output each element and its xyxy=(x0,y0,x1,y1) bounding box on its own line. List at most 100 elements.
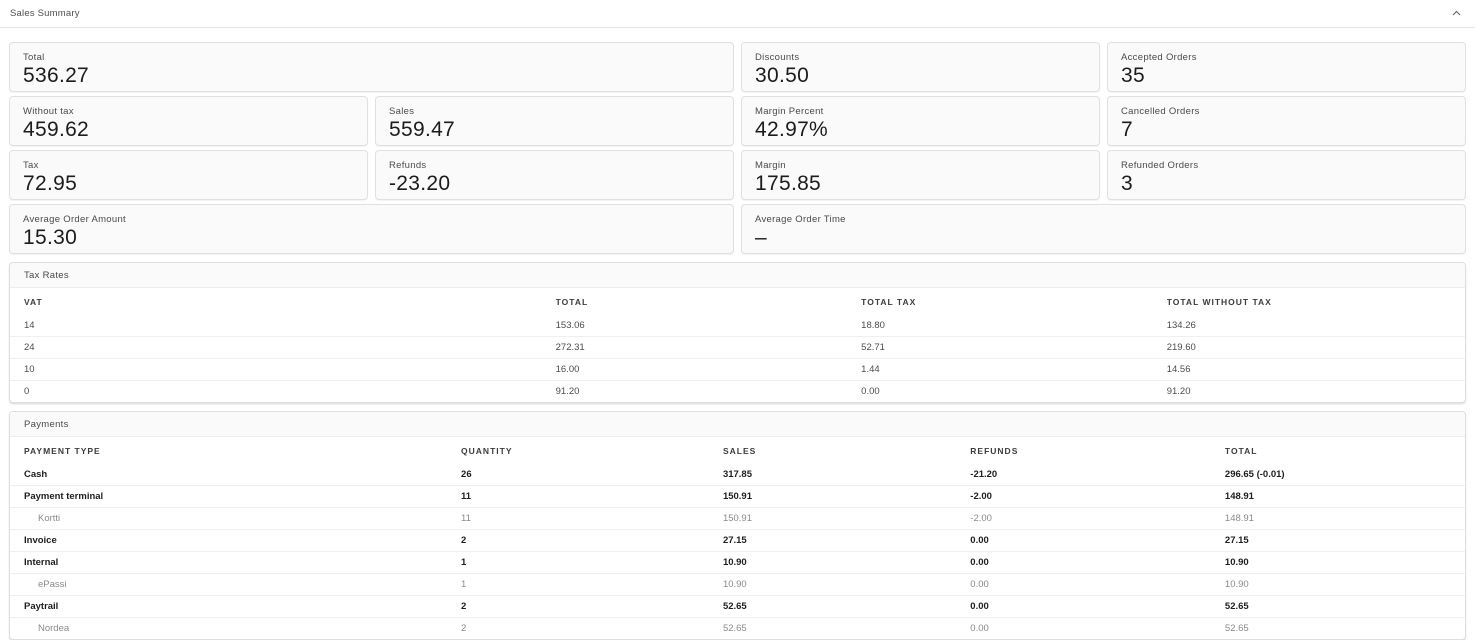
total-cell: 272.31 xyxy=(555,342,585,353)
quantity-cell: 26 xyxy=(461,469,472,480)
stat-card: Total 536.27 xyxy=(9,42,734,92)
vat-cell: 0 xyxy=(24,386,30,397)
stat-card: Sales 559.47 xyxy=(375,96,734,146)
quantity-cell: 1 xyxy=(461,579,467,590)
tax-rates-title: Tax Rates xyxy=(10,263,1465,288)
sales-cell: 10.90 xyxy=(722,557,747,568)
payment-type-cell: Internal xyxy=(24,557,59,568)
stat-card: Margin 175.85 xyxy=(741,150,1100,200)
stat-label: Margin Percent xyxy=(755,106,824,117)
stat-value: 7 xyxy=(1121,118,1133,141)
payment-type-cell: Kortti xyxy=(38,513,61,524)
total-cell: 91.20 xyxy=(555,386,580,397)
vat-cell: 24 xyxy=(24,342,35,353)
total-cell: 148.91 xyxy=(1224,513,1254,524)
quantity-cell: 11 xyxy=(461,513,471,524)
stat-label: Sales xyxy=(389,106,415,117)
vat-cell: 14 xyxy=(24,320,35,331)
stat-card: Refunds -23.20 xyxy=(375,150,734,200)
payments-section: Payments PAYMENT TYPE QUANTITY SALES REF… xyxy=(9,411,1466,640)
column-header-total: TOTAL xyxy=(555,297,589,307)
sales-summary-content: Total 536.27 Discounts 30.50 Accepted Or… xyxy=(0,28,1475,640)
tax-rates-section: Tax Rates VAT TOTAL TOTAL TAX TOTAL WITH… xyxy=(9,262,1466,403)
quantity-cell: 1 xyxy=(461,557,467,568)
refunds-cell: -21.20 xyxy=(970,469,998,480)
sales-cell: 52.65 xyxy=(722,623,747,634)
refunds-cell: 0.00 xyxy=(970,535,989,546)
payments-table: PAYMENT TYPE QUANTITY SALES REFUNDS TOTA… xyxy=(10,437,1465,639)
page-title: Sales Summary xyxy=(10,7,80,19)
quantity-cell: 2 xyxy=(461,623,467,634)
stat-label: Margin xyxy=(755,160,786,171)
payment-row: Cash 26 317.85 -21.20 296.65 (-0.01) xyxy=(10,464,1465,486)
stat-value: 72.95 xyxy=(23,172,78,195)
payment-type-cell: Payment terminal xyxy=(24,491,104,502)
column-header-total-tax: TOTAL TAX xyxy=(861,297,917,307)
refunds-cell: -2.00 xyxy=(970,491,992,502)
stat-value: 175.85 xyxy=(755,172,822,195)
total-without-tax-cell: 219.60 xyxy=(1166,342,1196,353)
total-cell: 153.06 xyxy=(555,320,585,331)
stat-value: 559.47 xyxy=(389,118,456,141)
payment-row: Internal 1 10.90 0.00 10.90 xyxy=(10,551,1465,574)
page-header: Sales Summary xyxy=(0,0,1475,28)
collapse-section-button[interactable] xyxy=(1449,6,1463,20)
total-tax-cell: 18.80 xyxy=(861,320,885,331)
stat-card: Cancelled Orders 7 xyxy=(1107,96,1466,146)
stat-card: Margin Percent 42.97% xyxy=(741,96,1100,146)
payment-row: Invoice 2 27.15 0.00 27.15 xyxy=(10,529,1465,552)
sales-cell: 150.91 xyxy=(722,513,752,524)
quantity-cell: 11 xyxy=(461,491,472,502)
column-header-total: TOTAL xyxy=(1224,446,1258,456)
stat-card: Discounts 30.50 xyxy=(741,42,1100,92)
total-cell: 52.65 xyxy=(1224,623,1249,634)
stat-label: Accepted Orders xyxy=(1121,52,1197,63)
stat-card: Accepted Orders 35 xyxy=(1107,42,1466,92)
tax-rate-row: 24 272.31 52.71 219.60 xyxy=(10,336,1465,359)
tax-rate-row: 14 153.06 18.80 134.26 xyxy=(10,315,1465,337)
stat-value: -23.20 xyxy=(389,172,451,195)
column-header-total-without-tax: TOTAL WITHOUT TAX xyxy=(1166,297,1272,307)
total-cell: 148.91 xyxy=(1224,491,1254,502)
payment-row: Kortti 11 150.91 -2.00 148.91 xyxy=(10,507,1465,530)
total-tax-cell: 52.71 xyxy=(861,342,885,353)
stat-value: 42.97% xyxy=(755,118,829,141)
stat-label: Average Order Time xyxy=(755,214,846,225)
stat-card: Average Order Time – xyxy=(741,204,1466,254)
payment-row: Nordea 2 52.65 0.00 52.65 xyxy=(10,617,1465,640)
stat-label: Tax xyxy=(23,160,39,171)
total-cell: 10.90 xyxy=(1224,557,1249,568)
total-cell: 296.65 (-0.01) xyxy=(1224,469,1285,480)
stat-value: 459.62 xyxy=(23,118,90,141)
total-cell: 16.00 xyxy=(555,364,580,375)
total-tax-cell: 1.44 xyxy=(861,364,880,375)
table-header-row: PAYMENT TYPE QUANTITY SALES REFUNDS TOTA… xyxy=(10,437,1465,464)
vat-cell: 10 xyxy=(24,364,35,375)
payment-row: Payment terminal 11 150.91 -2.00 148.91 xyxy=(10,485,1465,508)
stat-label: Total xyxy=(23,52,45,63)
stat-card: Tax 72.95 xyxy=(9,150,368,200)
total-cell: 10.90 xyxy=(1224,579,1249,590)
refunds-cell: 0.00 xyxy=(970,557,989,568)
column-header-payment-type: PAYMENT TYPE xyxy=(24,446,101,456)
refunds-cell: -2.00 xyxy=(970,513,992,524)
column-header-quantity: QUANTITY xyxy=(461,446,513,456)
stat-value: 15.30 xyxy=(23,226,78,249)
sales-cell: 27.15 xyxy=(722,535,747,546)
payments-title: Payments xyxy=(10,412,1465,437)
stat-value: 3 xyxy=(1121,172,1133,195)
table-header-row: VAT TOTAL TOTAL TAX TOTAL WITHOUT TAX xyxy=(10,288,1465,315)
quantity-cell: 2 xyxy=(461,535,467,546)
column-header-refunds: REFUNDS xyxy=(970,446,1019,456)
column-header-vat: VAT xyxy=(24,297,43,307)
stat-label: Refunded Orders xyxy=(1121,160,1199,171)
payment-type-cell: Cash xyxy=(24,469,48,480)
tax-rates-table: VAT TOTAL TOTAL TAX TOTAL WITHOUT TAX 14… xyxy=(10,288,1465,402)
payment-type-cell: ePassi xyxy=(38,579,67,590)
stat-label: Discounts xyxy=(755,52,800,63)
total-without-tax-cell: 134.26 xyxy=(1166,320,1196,331)
total-without-tax-cell: 14.56 xyxy=(1166,364,1191,375)
sales-cell: 150.91 xyxy=(722,491,752,502)
sales-cell: 317.85 xyxy=(722,469,752,480)
stat-label: Refunds xyxy=(389,160,427,171)
